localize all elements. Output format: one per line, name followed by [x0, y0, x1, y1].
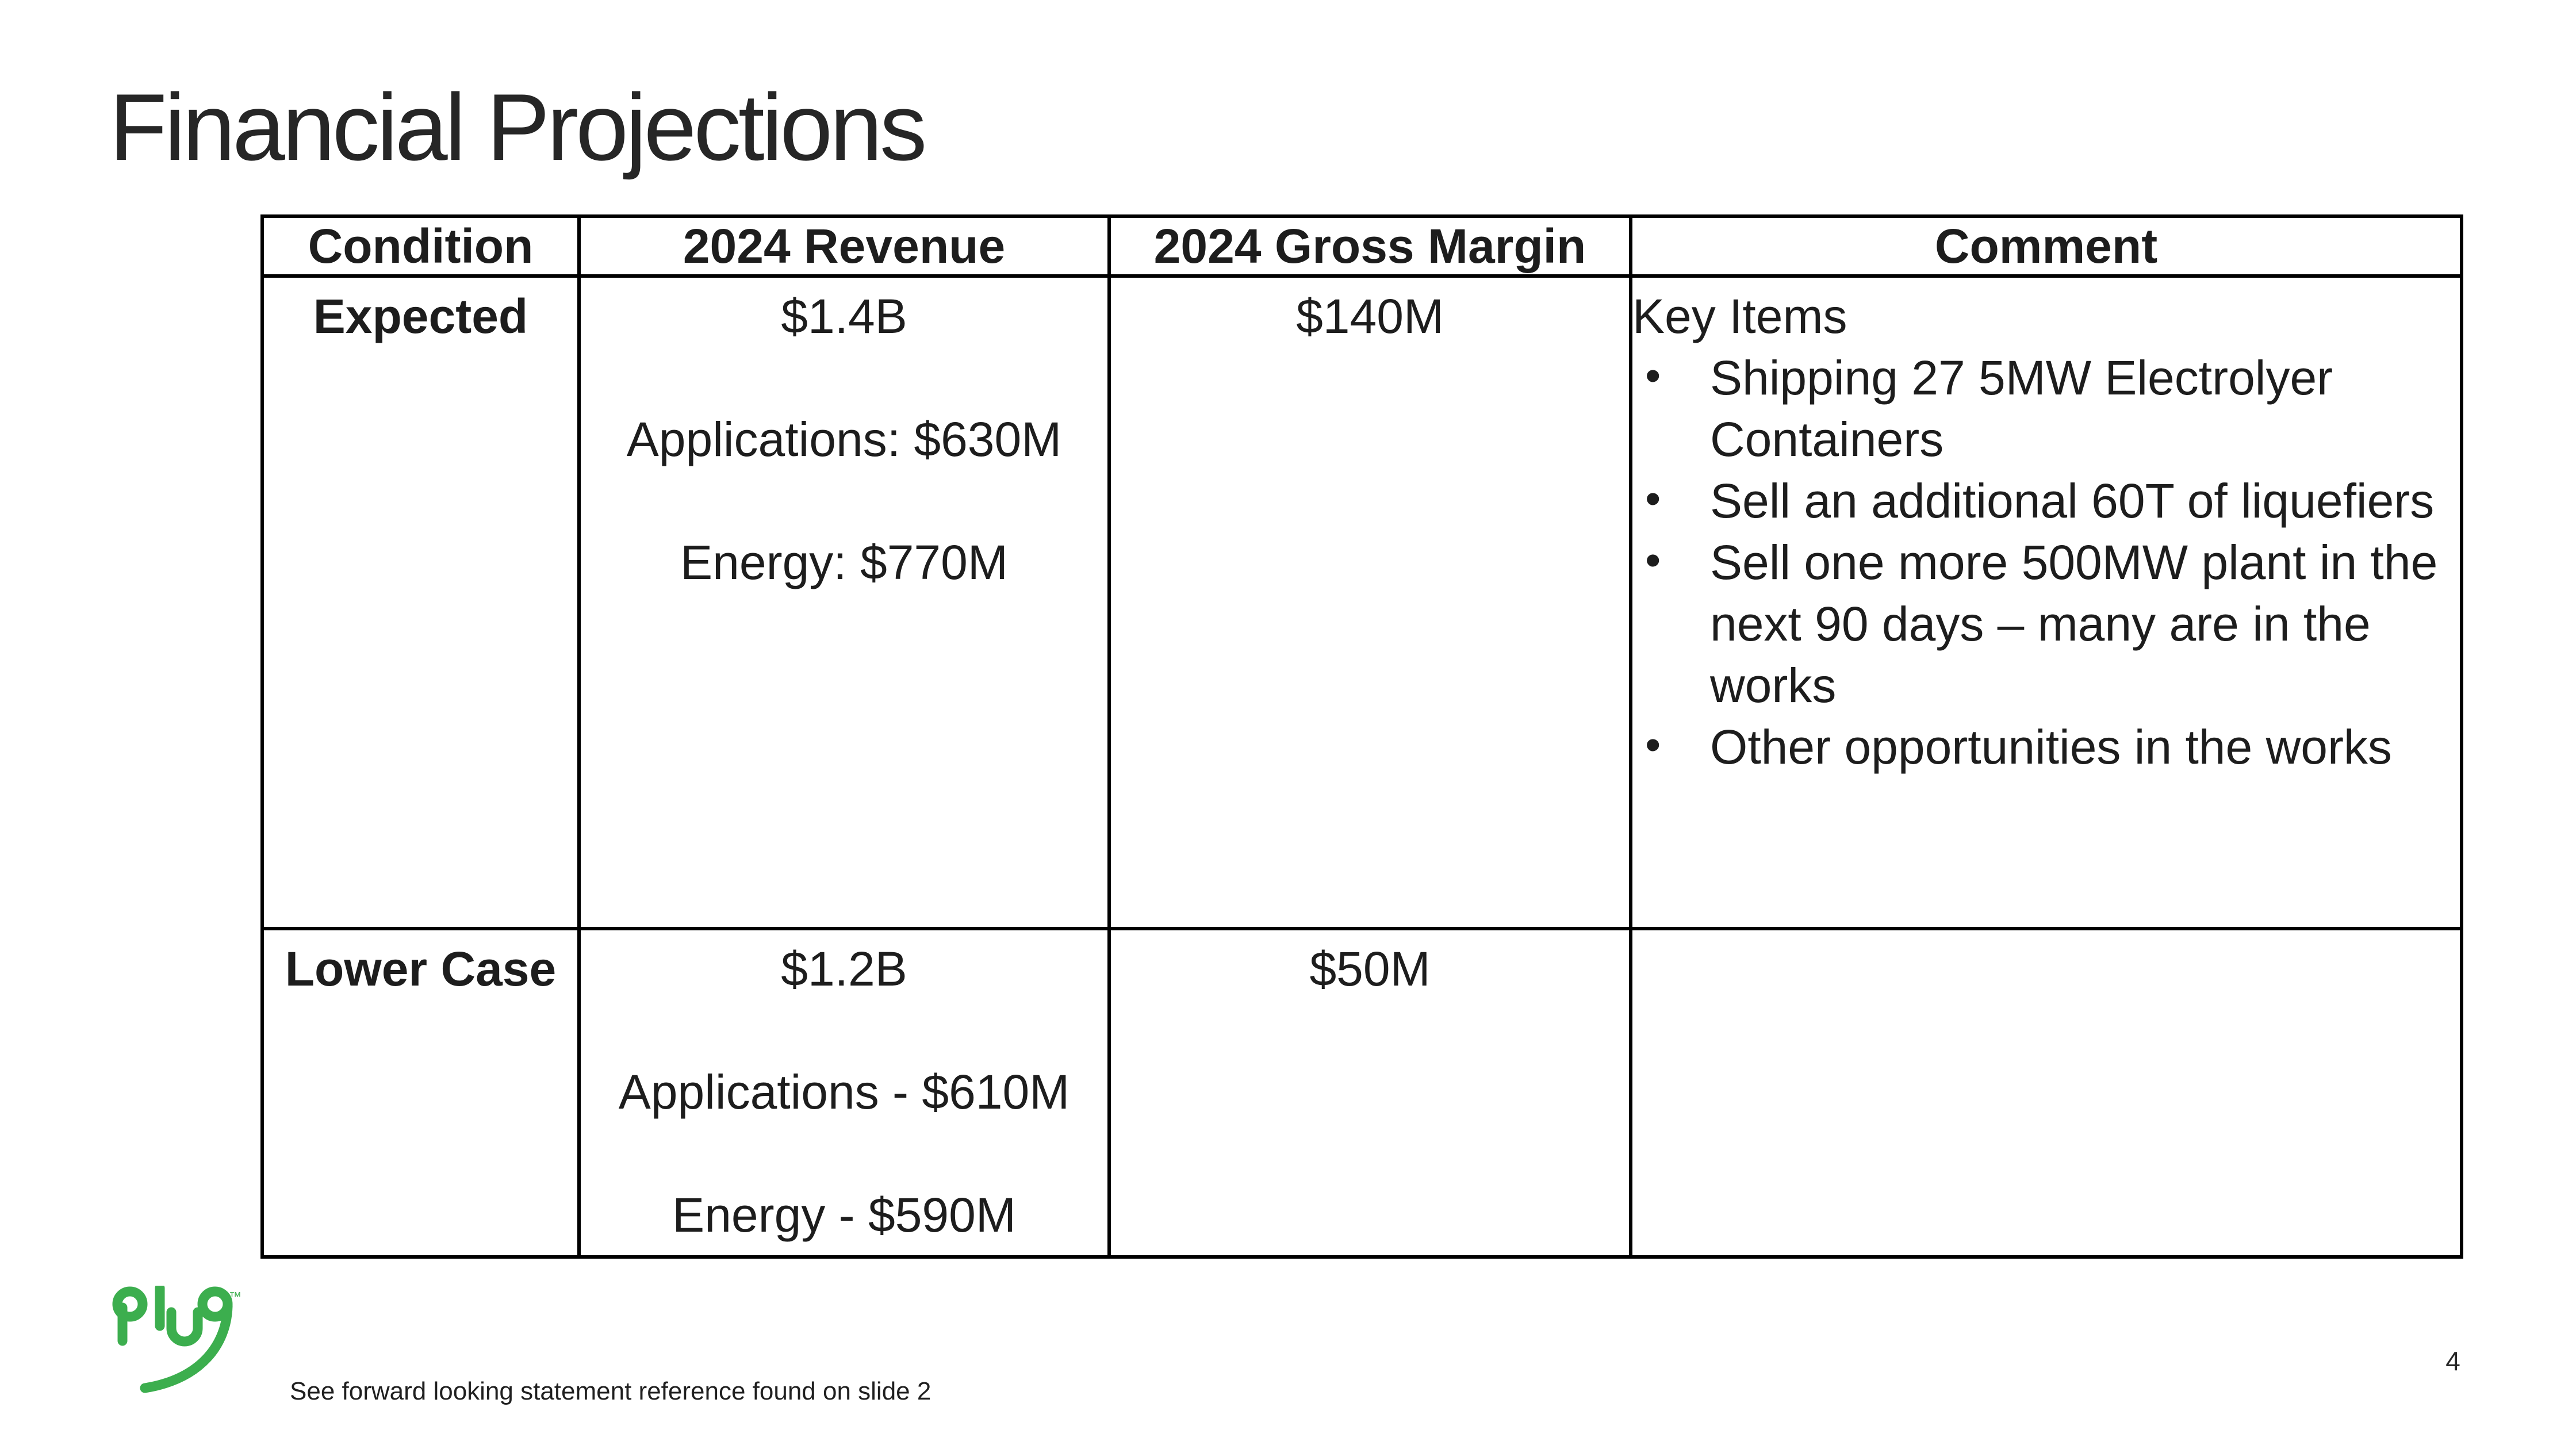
spacer [581, 1000, 1107, 1061]
comment-bullet-list: • Shipping 27 5MW Electrolyer Containers… [1632, 347, 2460, 778]
spacer [581, 347, 1107, 409]
page-number: 4 [2445, 1346, 2460, 1376]
revenue-cell: $1.2B Applications - $610M Energy - $590… [577, 927, 1111, 1259]
condition-cell: Expected [260, 274, 581, 930]
revenue-total: $1.4B [781, 289, 907, 343]
logo-p-bowl [112, 1286, 148, 1322]
revenue-total: $1.2B [781, 942, 907, 996]
condition-label: Lower Case [285, 942, 557, 996]
table-row-lower-case: Lower Case $1.2B Applications - $610M En… [260, 927, 2463, 1259]
revenue-applications: Applications - $610M [618, 1065, 1070, 1119]
bullet-icon: • [1645, 473, 1661, 524]
logo-g-smile-tail [140, 1301, 233, 1393]
comment-cell: Key Items • Shipping 27 5MW Electrolyer … [1629, 274, 2463, 930]
gross-margin-cell: $140M [1107, 274, 1632, 930]
revenue-energy: Energy: $770M [680, 535, 1008, 589]
plug-logo: ™ [112, 1286, 241, 1393]
revenue-energy: Energy - $590M [672, 1188, 1016, 1242]
bullet-text: Sell an additional 60T of liquefiers [1710, 474, 2435, 528]
plug-logo-strokes [112, 1286, 233, 1393]
list-item: • Sell an additional 60T of liquefiers [1632, 470, 2460, 532]
list-item: • Shipping 27 5MW Electrolyer Containers [1632, 347, 2460, 470]
header-comment: Comment [1629, 214, 2463, 278]
bullet-text: Sell one more 500MW plant in the next 90… [1710, 535, 2438, 712]
gross-margin-value: $50M [1309, 942, 1431, 996]
gross-margin-cell: $50M [1107, 927, 1632, 1259]
comment-heading: Key Items [1632, 289, 1847, 343]
comment-cell-empty [1629, 927, 2463, 1259]
list-item: • Sell one more 500MW plant in the next … [1632, 532, 2460, 716]
gross-margin-value: $140M [1296, 289, 1444, 343]
condition-label: Expected [313, 289, 528, 343]
bullet-text: Shipping 27 5MW Electrolyer Containers [1710, 351, 2333, 466]
table-row-expected: Expected $1.4B Applications: $630M Energ… [260, 274, 2463, 930]
header-2024-revenue: 2024 Revenue [577, 214, 1111, 278]
trademark-symbol: ™ [229, 1289, 241, 1304]
footer-note: See forward looking statement reference … [290, 1377, 931, 1405]
bullet-icon: • [1645, 350, 1661, 401]
financial-projections-table: Condition 2024 Revenue 2024 Gross Margin… [260, 214, 2463, 1259]
bullet-icon: • [1645, 535, 1661, 585]
header-2024-gross-margin: 2024 Gross Margin [1107, 214, 1632, 278]
condition-cell: Lower Case [260, 927, 581, 1259]
spacer [581, 470, 1107, 532]
bullet-icon: • [1645, 719, 1661, 770]
header-condition: Condition [260, 214, 581, 278]
revenue-cell: $1.4B Applications: $630M Energy: $770M [577, 274, 1111, 930]
spacer [581, 1123, 1107, 1184]
logo-u [166, 1307, 203, 1347]
revenue-applications: Applications: $630M [626, 412, 1062, 466]
list-item: • Other opportunities in the works [1632, 716, 2460, 778]
table-header-row: Condition 2024 Revenue 2024 Gross Margin… [260, 214, 2463, 278]
bullet-text: Other opportunities in the works [1710, 720, 2392, 774]
page-title: Financial Projections [109, 74, 927, 180]
